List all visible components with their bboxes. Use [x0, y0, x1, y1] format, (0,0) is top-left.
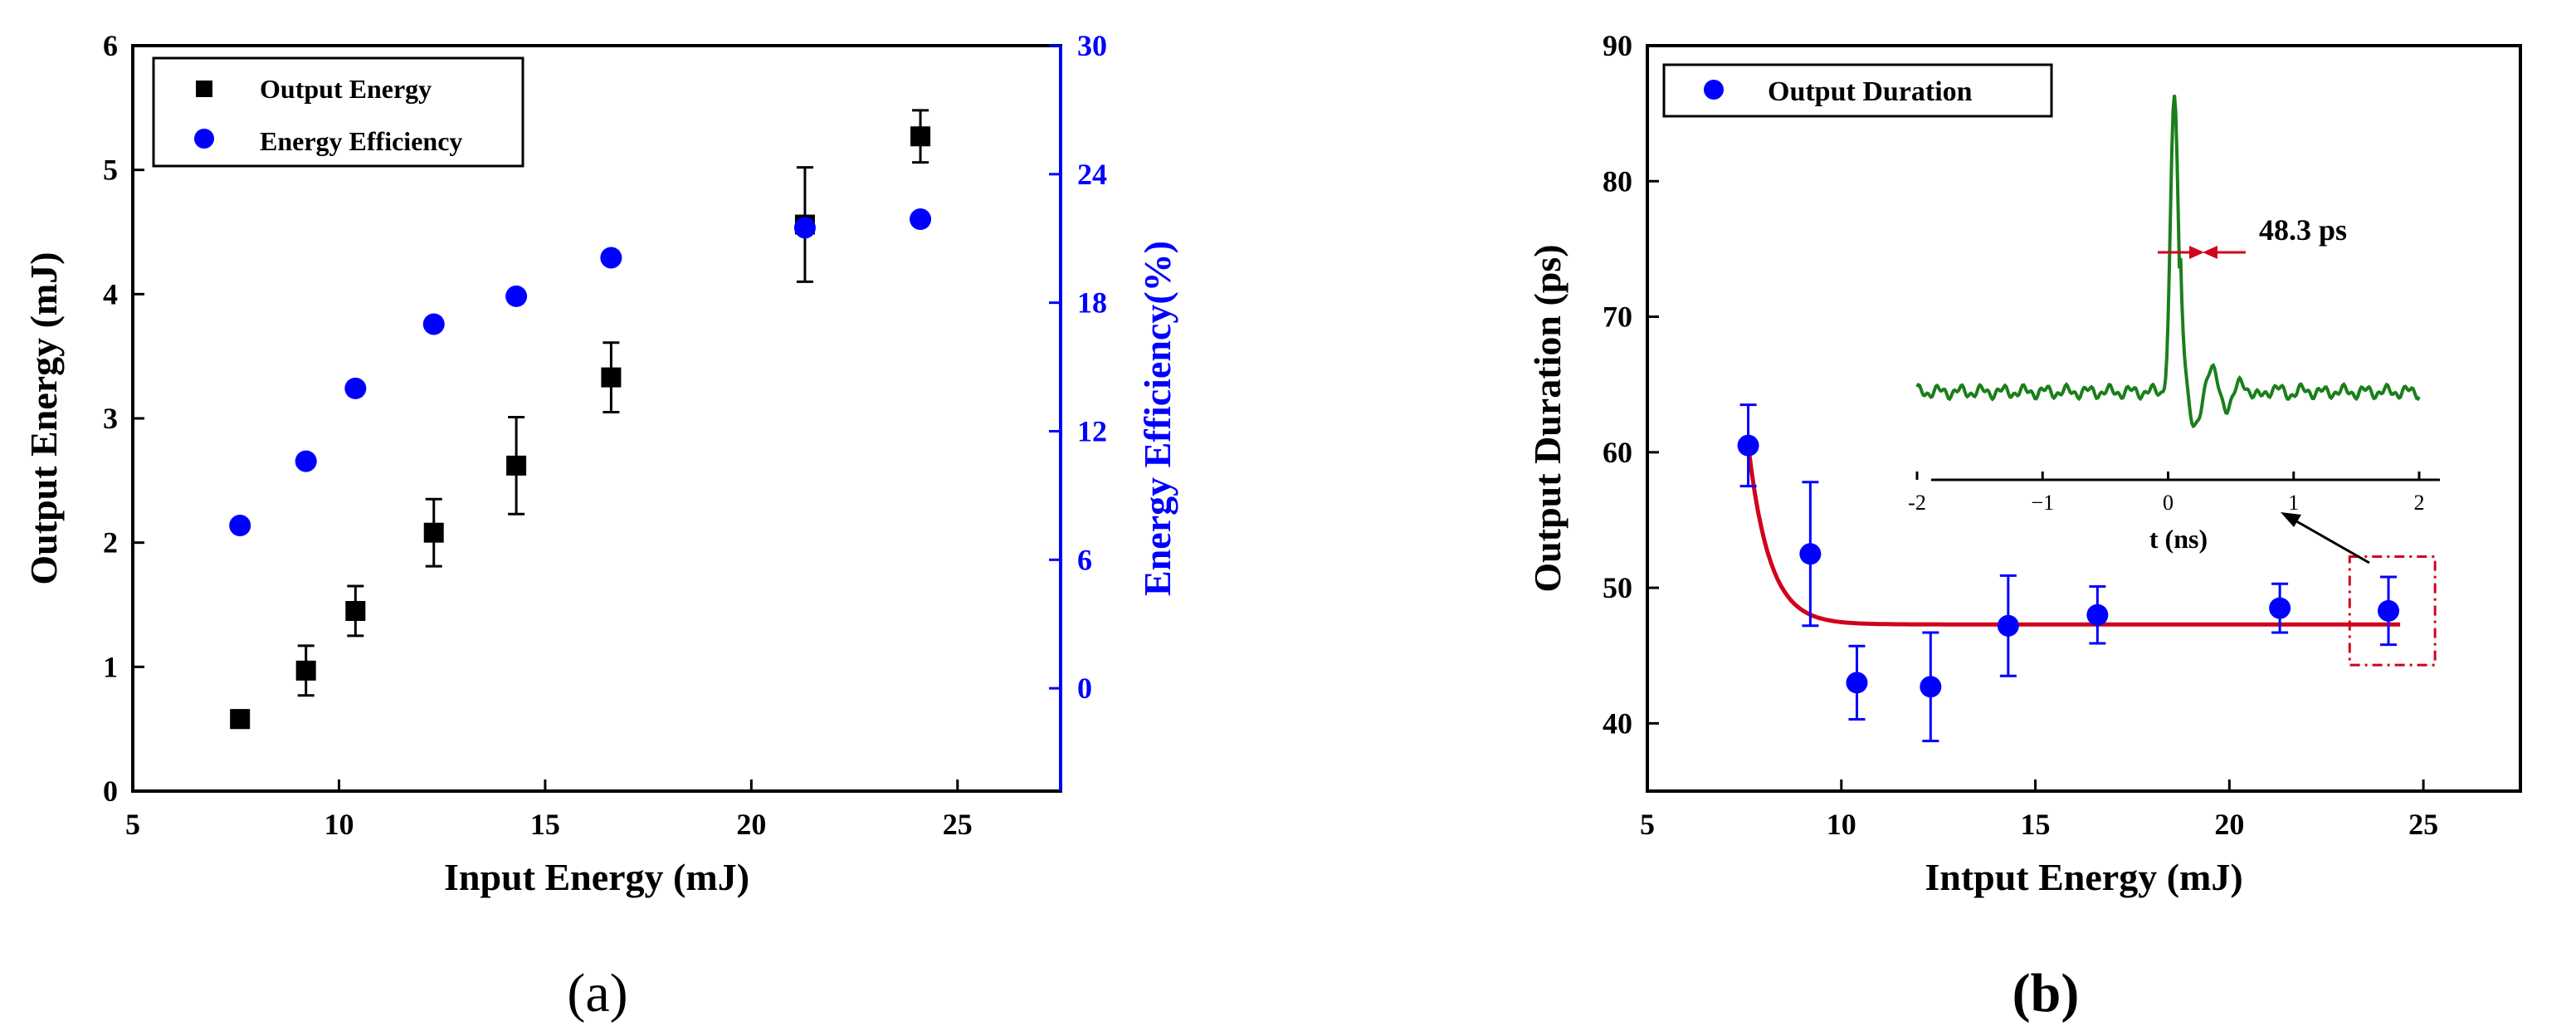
- y-tick-label: 2: [103, 526, 118, 560]
- panel-a-x-ticks: 5 10 15 20 25: [125, 779, 973, 841]
- y-tick-label: 1: [103, 650, 118, 683]
- output-energy-point: [910, 126, 931, 147]
- legend-output-duration: Output Duration: [1768, 76, 1973, 107]
- inset-x-tick-label: -2: [1908, 491, 1926, 515]
- inset-x-tick-label: −1: [2031, 491, 2054, 515]
- duration-point: [2086, 604, 2109, 626]
- duration-point: [2378, 599, 2400, 622]
- legend-duration-marker: [1704, 80, 1724, 100]
- efficiency-point: [793, 217, 816, 239]
- legend-square-marker: [196, 81, 212, 97]
- x-tick-label: 20: [736, 808, 766, 841]
- legend-energy-efficiency: Energy Efficiency: [260, 126, 462, 156]
- panel-b-y-label: Output Duration (ps): [1526, 244, 1569, 592]
- inset-x-ticks: -2 −1 0 1 2: [1908, 472, 2425, 515]
- y-tick-label: 4: [103, 277, 118, 310]
- fwhm-arrowhead-right: [2203, 246, 2217, 259]
- panel-a-y-label: Output Energy (mJ): [22, 252, 65, 584]
- y2-tick-label: 30: [1077, 29, 1107, 62]
- duration-point: [1799, 543, 1822, 565]
- efficiency-point: [422, 313, 445, 335]
- panel-b-plot-frame: [1646, 44, 2522, 793]
- y2-tick-label: 18: [1077, 286, 1107, 320]
- efficiency-point: [505, 285, 528, 307]
- inset-x-label: t (ns): [2149, 524, 2208, 554]
- inset-pointer-arrowhead: [2281, 512, 2301, 527]
- inset-x-tick-label: 2: [2414, 491, 2425, 515]
- x-tick-label: 20: [2214, 808, 2244, 841]
- panel-b-caption: (b): [2013, 963, 2080, 1024]
- fit-curve: [1746, 445, 2401, 627]
- panel-a-legend-box: [152, 56, 524, 168]
- inset-pulse-trace: [1915, 95, 2421, 429]
- panel-b-x-ticks: 5 10 15 20 25: [1640, 779, 2438, 841]
- panel-b-y-ticks: 40 50 60 70 80 90: [1603, 29, 1659, 740]
- x-tick-label: 5: [1640, 808, 1655, 841]
- output-energy-point: [345, 600, 366, 621]
- panel-b-marks: [1737, 403, 2437, 743]
- output-energy-point: [506, 455, 527, 476]
- panel-a-y2-label: Energy Efficiency(%): [1136, 241, 1178, 596]
- duration-point: [1997, 614, 2019, 637]
- output-energy-point: [230, 709, 251, 730]
- panel-b-legend-box: [1662, 63, 2053, 118]
- legend-circle-marker: [194, 129, 214, 149]
- panel-a-legend: Output Energy Energy Efficiency: [152, 56, 524, 168]
- output-energy-point: [601, 367, 622, 388]
- efficiency-point: [910, 208, 932, 231]
- y2-tick-label: 6: [1077, 543, 1092, 576]
- x-tick-label: 15: [2021, 808, 2051, 841]
- duration-point: [2269, 597, 2291, 619]
- legend-output-energy: Output Energy: [260, 74, 432, 104]
- x-tick-label: 25: [2408, 808, 2438, 841]
- panel-b-legend: Output Duration: [1662, 63, 2053, 118]
- efficiency-point: [295, 450, 317, 472]
- y2-tick-label: 0: [1077, 672, 1092, 705]
- y-tick-label: 3: [103, 402, 118, 435]
- output-energy-point: [295, 660, 316, 681]
- inset-x-tick-label: 1: [2288, 491, 2299, 515]
- y-tick-label: 5: [103, 154, 118, 187]
- efficiency-point: [600, 247, 622, 269]
- panel-a-x-label: Input Energy (mJ): [444, 856, 749, 898]
- panel-b-inset: -2 −1 0 1 2 48.3 ps t (ns): [1908, 95, 2440, 554]
- y-tick-label: 40: [1603, 706, 1632, 740]
- x-tick-label: 15: [530, 808, 560, 841]
- duration-point: [1737, 434, 1759, 457]
- panel-a-marks: [229, 109, 932, 730]
- efficiency-point: [344, 377, 367, 399]
- panel-a-y2-ticks: 0 6 12 18 24 30: [1049, 29, 1107, 705]
- inset-pointer-arrow: [2291, 517, 2370, 564]
- y-tick-label: 90: [1603, 29, 1632, 62]
- efficiency-point: [229, 515, 251, 537]
- y-tick-label: 0: [103, 775, 118, 808]
- y-tick-label: 50: [1603, 571, 1632, 604]
- inset-fwhm-arrows: [2158, 246, 2246, 259]
- output-energy-point: [423, 522, 444, 543]
- panel-a-caption: (a): [567, 963, 627, 1024]
- x-tick-label: 10: [1827, 808, 1856, 841]
- panel-b-x-label: Intput Energy (mJ): [1925, 856, 2242, 898]
- y2-tick-label: 12: [1077, 414, 1107, 447]
- panel-a-y-ticks: 0 1 2 3 4 5 6: [103, 29, 144, 808]
- y-tick-label: 6: [103, 29, 118, 62]
- x-tick-label: 10: [324, 808, 354, 841]
- y-tick-label: 80: [1603, 164, 1632, 198]
- duration-point: [1920, 676, 1942, 698]
- y2-tick-label: 24: [1077, 158, 1107, 191]
- y-tick-label: 60: [1603, 436, 1632, 469]
- inset-annotation: 48.3 ps: [2259, 213, 2347, 247]
- x-tick-label: 5: [125, 808, 140, 841]
- inset-x-tick-label: 0: [2163, 491, 2174, 515]
- fwhm-arrowhead-left: [2189, 246, 2204, 259]
- x-tick-label: 25: [943, 808, 973, 841]
- highlight-box: [2348, 555, 2437, 667]
- duration-point: [1846, 672, 1868, 694]
- y-tick-label: 70: [1603, 301, 1632, 334]
